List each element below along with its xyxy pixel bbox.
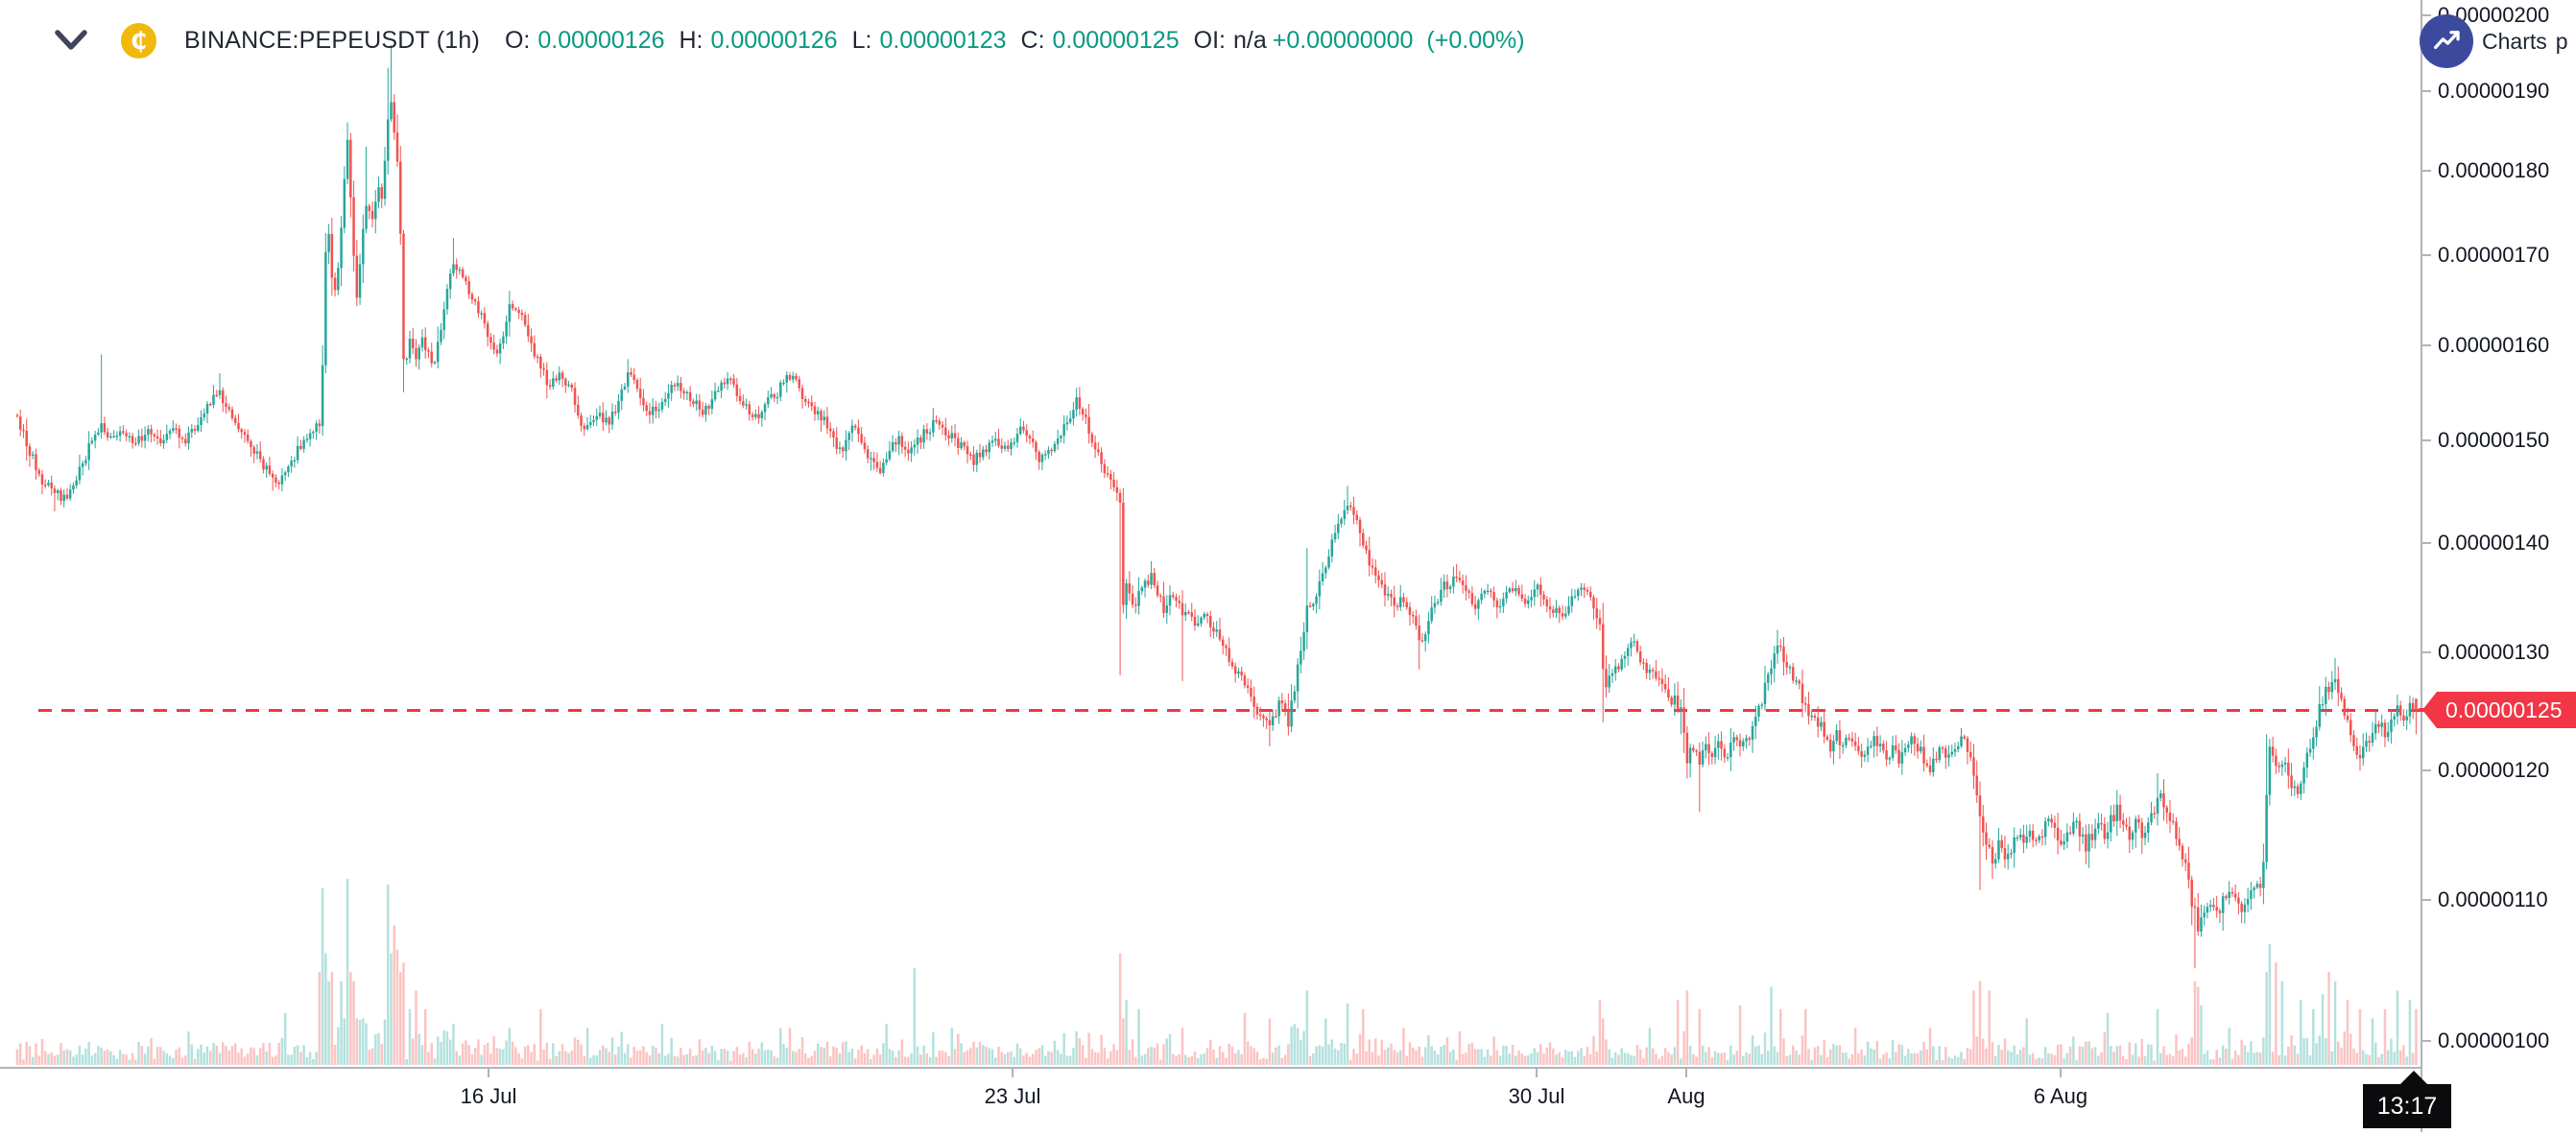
time-axis-tick: [2060, 1069, 2062, 1077]
price-axis-label: 0.00000130: [2438, 640, 2550, 664]
price-axis-tick: [2422, 170, 2431, 173]
time-axis-tick: [1536, 1069, 1538, 1077]
charts-label-clipped: p: [2555, 28, 2568, 54]
price-axis-tick: [2422, 769, 2431, 772]
price-axis-label: 0.00000160: [2438, 332, 2550, 357]
price-axis-tick: [2422, 439, 2431, 442]
time-axis-tick: [1012, 1069, 1014, 1077]
time-axis-tick: [488, 1069, 489, 1077]
charts-label: Charts: [2482, 28, 2547, 54]
ohlc-fields: O: 0.00000126 H: 0.00000126 L: 0.00000123 C: 0.…: [505, 27, 1267, 55]
time-axis-label: 30 Jul: [1508, 1084, 1565, 1108]
volume-series: [15, 879, 2418, 1065]
charts-attribution-link[interactable]: Charts p: [2420, 14, 2568, 68]
ohlc-field: O: 0.00000126: [504, 26, 665, 54]
time-axis-label: 23 Jul: [984, 1084, 1041, 1108]
last-price-label: 0.00000125: [2419, 692, 2576, 729]
price-axis-tick: [2422, 254, 2431, 257]
ohlc-field: C: 0.00000125: [1020, 26, 1180, 54]
price-line-axis-tick: [2419, 708, 2436, 713]
price-axis-label: 0.00000110: [2438, 886, 2548, 911]
price-tag-value: 0.00000125: [2445, 697, 2563, 722]
price-axis-tick: [2422, 541, 2431, 544]
chart-legend: ₵ BINANCE:PEPEUSDT (1h) O: 0.00000126 H: 0.…: [54, 0, 1525, 81]
trend-chart-icon: [2420, 14, 2473, 68]
price-axis-label: 0.00000150: [2438, 428, 2550, 453]
price-axis-label: 0.00000100: [2438, 1028, 2550, 1052]
time-axis[interactable]: 16 Jul 23 Jul 30 Jul Aug 6 Aug: [0, 1067, 2421, 1134]
price-axis-label: 0.00000190: [2438, 78, 2550, 103]
coin-glyph: ₵: [130, 26, 148, 55]
price-axis-label: 0.00000180: [2438, 158, 2550, 183]
candlestick-series: [15, 44, 2418, 969]
time-axis-label: 6 Aug: [2033, 1084, 2088, 1108]
ohlc-field: H: 0.00000126: [679, 26, 838, 54]
price-axis-label: 0.00000170: [2438, 243, 2550, 268]
time-axis-label: Aug: [1667, 1084, 1705, 1108]
price-axis-label: 0.00000140: [2438, 530, 2550, 555]
price-axis-tick: [2422, 898, 2431, 901]
time-axis-label: 16 Jul: [460, 1084, 517, 1108]
price-axis-tick: [2422, 1039, 2431, 1042]
price-axis-tick: [2422, 89, 2431, 92]
change-percent: (+0.00%): [1426, 26, 1525, 54]
price-axis-label: 0.00000120: [2438, 758, 2550, 783]
symbol-title[interactable]: BINANCE:PEPEUSDT (1h): [184, 26, 480, 54]
price-axis-tick: [2422, 13, 2431, 16]
time-badge-pointer: [2399, 1071, 2428, 1085]
coin-icon: ₵: [121, 22, 156, 59]
ohlc-field: OI: n/a: [1193, 26, 1267, 54]
change-value: +0.00000000: [1272, 26, 1414, 54]
time-badge-value: 13:17: [2376, 1092, 2438, 1120]
time-axis-tick: [1685, 1069, 1687, 1077]
price-axis-tick: [2422, 343, 2431, 346]
price-axis-tick: [2422, 651, 2431, 653]
ohlc-field: L: 0.00000123: [851, 26, 1007, 54]
chevron-down-icon[interactable]: [54, 29, 88, 52]
price-axis[interactable]: 0.00000200 0.00000190 0.00000180 0.00000170…: [2421, 0, 2576, 1132]
